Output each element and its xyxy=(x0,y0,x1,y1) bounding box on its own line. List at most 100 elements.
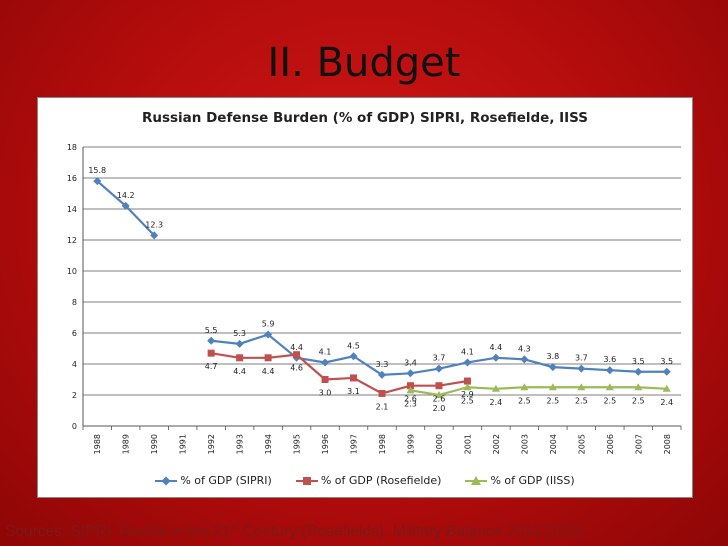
y-tick-label-0: 0 xyxy=(72,422,77,431)
data-label-1995-4.4: 4.4 xyxy=(290,343,303,352)
point-sipri-1990 xyxy=(150,231,159,240)
x-tick-label-2008: 2008 xyxy=(663,434,672,454)
legend-label-rosefielde: % of GDP (Rosefielde) xyxy=(320,474,442,487)
point-rosefielde-2000 xyxy=(435,382,443,390)
data-label-2008-3.5: 3.5 xyxy=(660,357,673,366)
data-label-2001-4.1: 4.1 xyxy=(461,347,474,356)
series-line-iiss-0 xyxy=(410,386,667,397)
slide-title: II. Budget xyxy=(267,40,461,86)
point-iiss-2002 xyxy=(491,384,500,392)
x-tick-label-1993: 1993 xyxy=(236,434,245,454)
data-label-1994-4.4: 4.4 xyxy=(262,367,275,376)
x-tick-label-1990: 1990 xyxy=(150,434,159,454)
x-tick-label-1997: 1997 xyxy=(350,434,359,454)
chart-container: Russian Defense Burden (% of GDP) SIPRI,… xyxy=(37,97,693,498)
data-label-2000-3.7: 3.7 xyxy=(433,354,446,363)
point-rosefielde-1999 xyxy=(406,382,414,390)
x-tick-label-1998: 1998 xyxy=(378,434,387,454)
point-iiss-2001 xyxy=(463,383,472,391)
point-rosefielde-1998 xyxy=(378,389,386,397)
data-label-2002-2.4: 2.4 xyxy=(490,398,503,407)
point-sipri-1996 xyxy=(321,358,330,367)
legend-swatch-iiss xyxy=(465,475,488,487)
point-rosefielde-1997 xyxy=(350,374,358,382)
data-label-1993-5.3: 5.3 xyxy=(233,329,246,338)
x-tick-label-1992: 1992 xyxy=(207,434,216,454)
point-sipri-2002 xyxy=(491,353,500,362)
data-label-1998-3.3: 3.3 xyxy=(376,360,389,369)
legend-swatch-rosefielde xyxy=(295,475,318,487)
data-label-1995-4.6: 4.6 xyxy=(290,364,303,373)
data-label-1999-2.6: 2.6 xyxy=(404,395,417,404)
data-label-1999-2.3: 2.3 xyxy=(404,399,417,408)
sources-text-end: Century (Rosefields), Military Balance 2… xyxy=(238,523,585,541)
data-label-1998-2.1: 2.1 xyxy=(376,402,389,411)
point-iiss-2006 xyxy=(605,383,614,391)
x-tick-label-2005: 2005 xyxy=(577,434,586,454)
x-tick-label-1988: 1988 xyxy=(93,434,102,454)
point-sipri-1989 xyxy=(121,201,130,210)
point-sipri-2000 xyxy=(434,364,443,373)
data-label-2003-2.5: 2.5 xyxy=(518,396,531,405)
point-rosefielde-1993 xyxy=(236,354,244,362)
point-sipri-1994 xyxy=(264,330,273,339)
point-rosefielde-1995 xyxy=(293,351,301,359)
data-label-2000-2.0: 2.0 xyxy=(433,404,446,413)
point-sipri-2004 xyxy=(548,363,557,372)
point-sipri-1988 xyxy=(93,177,102,186)
point-iiss-2008 xyxy=(662,384,671,392)
point-iiss-2005 xyxy=(577,383,586,391)
data-label-1997-3.1: 3.1 xyxy=(347,387,360,396)
y-tick-label-18: 18 xyxy=(67,143,77,152)
data-label-2004-2.5: 2.5 xyxy=(546,396,559,405)
point-iiss-1999 xyxy=(406,386,415,394)
chart-legend: % of GDP (SIPRI) % of GDP (Rosefielde) %… xyxy=(38,474,692,487)
data-label-1988-15.8: 15.8 xyxy=(88,166,106,175)
point-sipri-1998 xyxy=(378,370,386,379)
data-label-2000-2.6: 2.6 xyxy=(433,395,446,404)
legend-item-sipri: % of GDP (SIPRI) xyxy=(155,474,272,487)
y-tick-label-4: 4 xyxy=(72,360,77,369)
point-sipri-1997 xyxy=(349,352,358,361)
data-label-2001-2.9: 2.9 xyxy=(461,390,474,399)
x-tick-label-1991: 1991 xyxy=(179,434,188,454)
x-tick-label-2002: 2002 xyxy=(492,434,501,454)
y-tick-label-2: 2 xyxy=(72,391,77,400)
x-tick-label-2006: 2006 xyxy=(606,434,615,454)
y-tick-label-10: 10 xyxy=(67,267,77,276)
point-sipri-2005 xyxy=(577,364,586,373)
data-label-1992-5.5: 5.5 xyxy=(205,326,218,335)
x-tick-label-1995: 1995 xyxy=(293,434,302,454)
x-tick-label-2007: 2007 xyxy=(634,434,643,454)
sources-superscript: st xyxy=(230,522,239,533)
x-tick-label-2000: 2000 xyxy=(435,434,444,454)
legend-item-iiss: % of GDP (IISS) xyxy=(465,474,575,487)
x-tick-label-2004: 2004 xyxy=(549,434,558,454)
data-label-2006-3.6: 3.6 xyxy=(603,355,616,364)
legend-label-sipri: % of GDP (SIPRI) xyxy=(180,474,272,487)
x-tick-label-2003: 2003 xyxy=(520,434,529,454)
data-label-1996-4.1: 4.1 xyxy=(319,347,332,356)
point-rosefielde-2001 xyxy=(463,377,471,385)
data-label-1997-4.5: 4.5 xyxy=(347,341,360,350)
legend-swatch-sipri xyxy=(155,475,178,487)
y-tick-label-12: 12 xyxy=(67,236,77,245)
data-label-1999-3.4: 3.4 xyxy=(404,358,417,367)
point-iiss-2004 xyxy=(548,383,557,391)
data-label-2004-3.8: 3.8 xyxy=(546,352,559,361)
data-label-2005-2.5: 2.5 xyxy=(575,396,588,405)
data-label-2003-4.3: 4.3 xyxy=(518,344,531,353)
sources-text-start: Sources: SIPRI, Russia in the 21 xyxy=(5,523,231,541)
point-sipri-2003 xyxy=(520,355,529,364)
point-rosefielde-1992 xyxy=(207,349,215,357)
point-sipri-2008 xyxy=(662,367,671,376)
series-line-rosefielde-0 xyxy=(210,352,468,395)
chart-title: Russian Defense Burden (% of GDP) SIPRI,… xyxy=(141,110,589,126)
sources-note: Sources: SIPRI, Russia in the 21st Centu… xyxy=(5,522,585,541)
y-tick-label-14: 14 xyxy=(67,205,77,214)
y-tick-label-16: 16 xyxy=(67,174,77,183)
point-iiss-2003 xyxy=(520,383,529,391)
x-tick-label-1989: 1989 xyxy=(122,434,131,454)
y-tick-label-8: 8 xyxy=(72,298,77,307)
x-tick-label-1994: 1994 xyxy=(264,434,273,454)
